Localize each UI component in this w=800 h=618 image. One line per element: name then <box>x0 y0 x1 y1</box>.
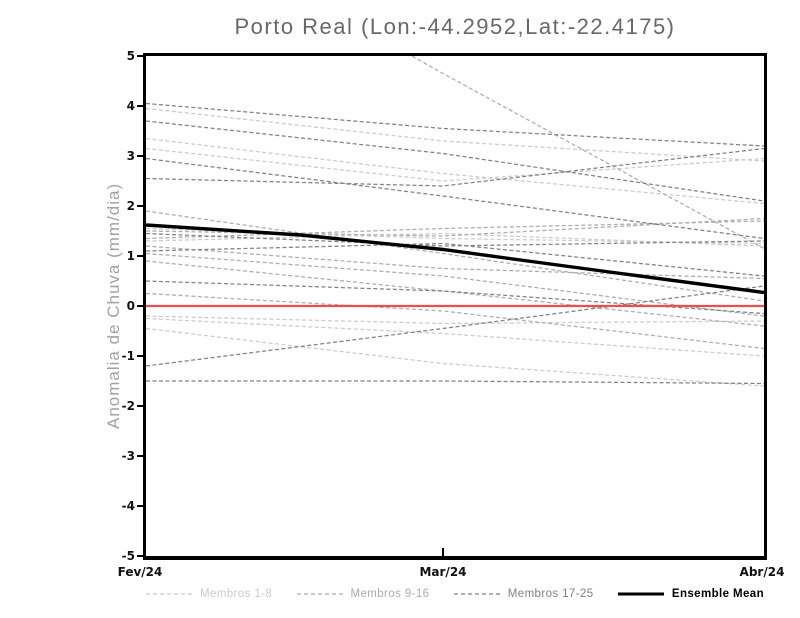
ensemble-member-line <box>146 220 764 240</box>
y-tick-mark <box>137 205 146 207</box>
ensemble-member-line <box>146 147 764 187</box>
plot-frame <box>143 53 767 560</box>
ensemble-member-line <box>146 280 764 315</box>
y-tick-label: -2 <box>121 399 135 413</box>
y-tick-label: 0 <box>126 299 135 313</box>
y-tick-mark <box>137 455 146 457</box>
y-tick-mark <box>137 505 146 507</box>
legend-label: Ensemble Mean <box>671 588 764 600</box>
ensemble-member-line <box>146 315 764 325</box>
legend-dashed-line-sample <box>296 593 343 595</box>
y-tick-mark <box>137 105 146 107</box>
ensemble-member-line <box>146 120 764 202</box>
ensemble-member-line <box>146 102 764 147</box>
ensemble-member-line <box>146 157 764 240</box>
y-tick-label: 4 <box>126 99 135 113</box>
y-tick-label: 2 <box>126 199 135 213</box>
x-tick-label: Mar/24 <box>419 565 467 579</box>
ensemble-member-line <box>146 292 764 350</box>
ensemble-member-line <box>146 232 764 247</box>
ensemble-member-line <box>146 260 764 327</box>
ensemble-member-line <box>146 210 764 302</box>
y-tick-mark <box>137 255 146 257</box>
ensemble-member-line <box>146 317 764 357</box>
ensemble-member-line <box>146 252 764 317</box>
y-tick-mark <box>137 55 146 57</box>
legend-item: Membros 1-8 <box>146 588 272 600</box>
legend-dashed-line-sample <box>453 593 500 595</box>
chart-title: Porto Real (Lon:-44.2952,Lat:-22.4175) <box>234 14 676 39</box>
y-tick-label: 1 <box>126 249 135 263</box>
y-tick-label: -5 <box>121 549 135 563</box>
y-tick-mark <box>137 155 146 157</box>
ensemble-member-line <box>146 327 764 387</box>
legend-label: Membros 1-8 <box>200 588 273 600</box>
legend-dashed-line-sample <box>146 593 192 595</box>
ensemble-member-line <box>146 242 764 277</box>
legend: Membros 1-8 Membros 9-16 Membros 17-25 Ense… <box>146 588 764 600</box>
x-tick-label: Fev/24 <box>117 565 163 579</box>
legend-item: Membros 9-16 <box>296 588 430 600</box>
y-tick-label: -4 <box>121 499 135 513</box>
ensemble-member-line <box>146 107 764 162</box>
legend-label: Membros 9-16 <box>350 588 430 600</box>
legend-item: Ensemble Mean <box>617 588 764 600</box>
ensemble-member-line <box>410 56 764 250</box>
y-tick-mark <box>137 555 146 557</box>
y-tick-label: 3 <box>126 149 135 163</box>
ensemble-member-line <box>146 245 764 280</box>
ensemble-member-line <box>146 137 764 205</box>
y-tick-label: -3 <box>121 449 135 463</box>
legend-label: Membros 17-25 <box>507 588 594 600</box>
y-tick-label: -1 <box>121 349 135 363</box>
ensemble-member-line <box>146 285 764 367</box>
y-tick-mark <box>137 305 146 307</box>
legend-item: Membros 17-25 <box>453 588 594 600</box>
ensemble-member-line <box>146 232 764 247</box>
ensemble-mean-line <box>146 223 764 295</box>
legend-solid-line-sample <box>617 592 664 596</box>
ensemble-member-line <box>146 147 764 182</box>
y-tick-mark <box>137 405 146 407</box>
y-tick-mark <box>137 355 146 357</box>
x-tick-label: Abr/24 <box>739 565 785 579</box>
y-tick-label: 5 <box>126 49 135 63</box>
plot-area <box>146 56 764 556</box>
ensemble-member-line <box>146 380 764 385</box>
